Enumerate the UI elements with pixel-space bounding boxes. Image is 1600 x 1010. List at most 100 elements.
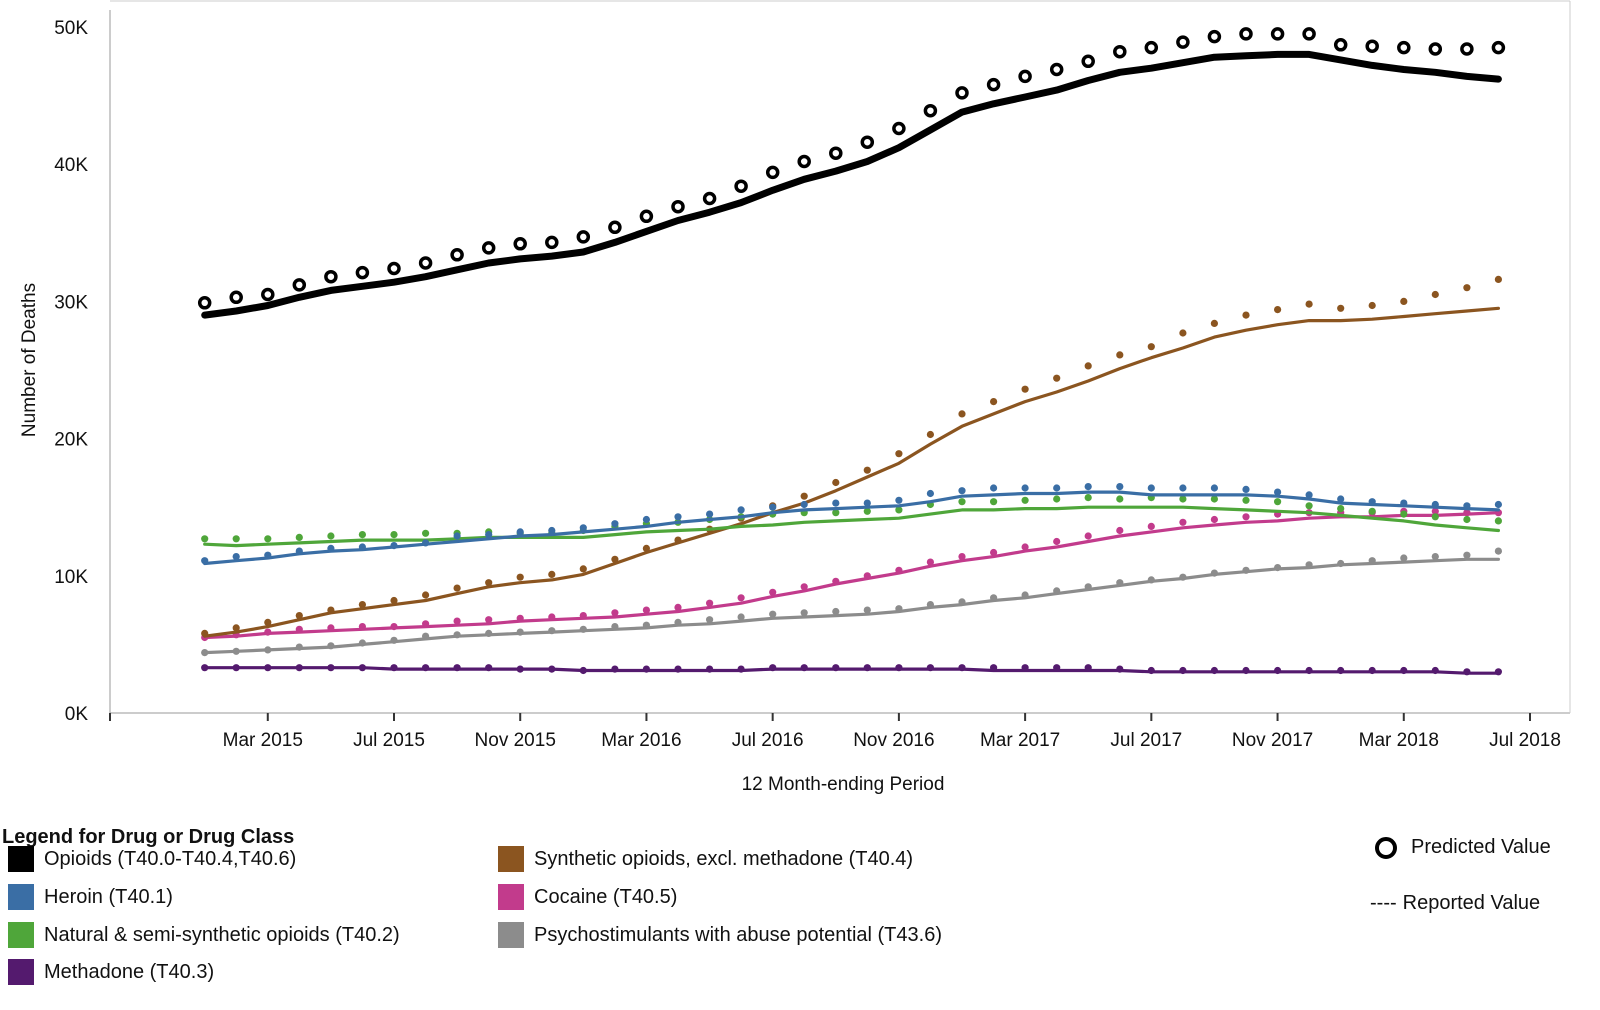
predicted-point — [1494, 517, 1502, 525]
predicted-point — [1021, 664, 1029, 672]
predicted-point — [1147, 484, 1155, 492]
predicted-point — [1274, 564, 1282, 572]
predicted-point — [863, 606, 871, 614]
predicted-point — [390, 542, 398, 550]
x-tick-label: Jul 2015 — [353, 730, 425, 751]
predicted-point — [327, 544, 335, 553]
predicted-point — [737, 613, 745, 621]
predicted-point — [1210, 515, 1218, 524]
series-4 — [201, 275, 1502, 638]
predicted-point — [1210, 319, 1218, 327]
predicted-point — [201, 649, 209, 657]
predicted-point — [327, 532, 335, 540]
predicted-point — [295, 612, 303, 620]
predicted-point — [1463, 509, 1471, 517]
predicted-point — [611, 609, 619, 617]
predicted-point — [422, 529, 430, 537]
predicted-point — [1053, 495, 1061, 503]
predicted-value-legend: Predicted Value — [1375, 836, 1551, 859]
predicted-point — [990, 548, 998, 557]
predicted-point — [926, 430, 935, 439]
predicted-point — [955, 86, 969, 100]
predicted-point — [201, 664, 209, 672]
predicted-point — [358, 664, 366, 672]
predicted-point — [674, 618, 682, 627]
y-tick-label: 0K — [65, 704, 89, 725]
chart-axes: 0K 10K 20K 30K 40K 50K Mar 2015 Jul 2015 Nov 201… — [54, 0, 1571, 751]
predicted-point — [1274, 498, 1282, 506]
predicted-point — [737, 665, 745, 673]
legend-item: Cocaine (T40.5) — [498, 882, 677, 912]
predicted-point — [1176, 35, 1190, 49]
predicted-point — [295, 533, 303, 542]
predicted-point — [990, 664, 998, 672]
x-tick-label: Nov 2016 — [853, 730, 934, 751]
reported-value-label: Reported Value — [1402, 892, 1541, 914]
predicted-point — [548, 627, 556, 635]
x-tick-label: Mar 2018 — [1359, 730, 1439, 751]
legend-label: Synthetic opioids, excl. methadone (T40.… — [534, 847, 914, 870]
predicted-point — [800, 500, 808, 509]
predicted-point — [1147, 522, 1155, 531]
predicted-point — [516, 628, 524, 636]
predicted-point — [1431, 507, 1439, 515]
predicted-point — [422, 539, 430, 547]
predicted-point — [1179, 329, 1187, 337]
predicted-point — [671, 199, 685, 214]
predicted-point — [1274, 666, 1282, 675]
predicted-point — [895, 664, 903, 672]
legend-item: Methadone (T40.3) — [8, 957, 214, 987]
predicted-point — [895, 506, 903, 514]
predicted-point — [1463, 668, 1471, 676]
predicted-point — [1210, 495, 1218, 503]
predicted-point — [295, 547, 303, 555]
predicted-point — [1368, 301, 1376, 310]
predicted-point — [769, 610, 777, 618]
predicted-point — [1494, 668, 1502, 676]
legend-label: Natural & semi-synthetic opioids (T40.2) — [44, 923, 400, 946]
legend-swatch — [8, 959, 34, 985]
predicted-point — [485, 629, 493, 638]
x-tick-label: Mar 2016 — [601, 730, 681, 751]
predicted-point — [1368, 666, 1376, 675]
predicted-point — [1305, 502, 1313, 510]
legend-swatch — [498, 846, 524, 872]
predicted-point — [422, 632, 430, 640]
predicted-point — [579, 612, 587, 620]
predicted-point — [1463, 284, 1471, 292]
predicted-point — [1274, 306, 1282, 314]
predicted-point — [390, 623, 398, 631]
predicted-point — [1337, 505, 1345, 513]
predicted-point — [1179, 573, 1187, 581]
predicted-point — [1491, 40, 1506, 55]
predicted-point — [232, 535, 240, 543]
predicted-point — [579, 666, 587, 675]
predicted-point — [387, 261, 401, 276]
predicted-point — [800, 609, 808, 617]
predicted-point — [642, 621, 651, 629]
predicted-point — [1302, 27, 1316, 41]
predicted-point — [232, 647, 240, 655]
predicted-point — [295, 664, 303, 672]
x-axis-title: 12 Month-ending Period — [742, 774, 945, 795]
predicted-point — [1053, 374, 1061, 382]
predicted-point — [674, 513, 682, 521]
reported-line — [203, 666, 1501, 675]
predicted-point — [295, 643, 303, 651]
legend-item: Opioids (T40.0-T40.4,T40.6) — [8, 844, 296, 874]
predicted-point — [453, 631, 461, 639]
legend-title: Legend for Drug or Drug Class — [2, 826, 295, 848]
predicted-point — [579, 524, 587, 532]
predicted-point — [832, 478, 840, 487]
predicted-point — [390, 531, 398, 539]
predicted-point — [1116, 483, 1124, 491]
predicted-point — [516, 573, 524, 581]
predicted-point — [513, 237, 527, 251]
predicted-point — [895, 450, 903, 458]
predicted-point — [1239, 27, 1253, 41]
predicted-point — [327, 606, 335, 614]
predicted-point — [895, 605, 903, 613]
predicted-point — [1368, 557, 1376, 565]
predicted-point — [1431, 290, 1439, 299]
predicted-point — [1305, 300, 1313, 308]
